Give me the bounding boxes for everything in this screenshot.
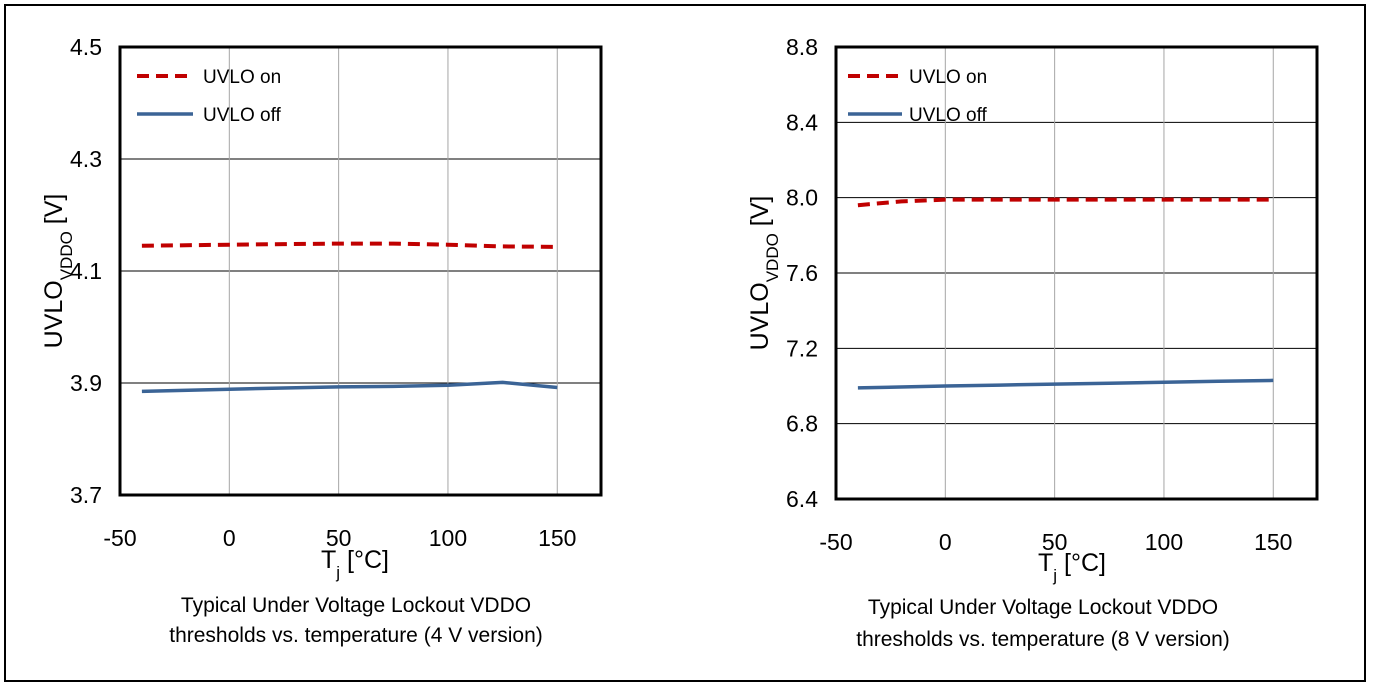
x-tick-label: 100: [429, 525, 467, 551]
x-tick-label: 0: [223, 525, 236, 551]
x-tick-label: 150: [538, 525, 576, 551]
series-line-uvlo-on: [141, 241, 558, 249]
x-tick-label: 150: [1254, 529, 1292, 555]
legend-label: UVLO off: [909, 105, 988, 126]
figure-frame: [4, 4, 1366, 682]
y-tick-label: 8.4: [786, 109, 818, 135]
y-axis-label: UVLOVDDO [V]: [746, 196, 782, 351]
x-tick-label: -50: [819, 529, 852, 555]
series-line-uvlo-on: [857, 197, 1274, 208]
series-line-uvlo-off: [857, 378, 1274, 390]
chart-caption-line-2: thresholds vs. temperature (4 V version): [169, 624, 543, 647]
x-axis-label: Tj [°C]: [1038, 549, 1106, 585]
x-tick-label: -50: [103, 525, 136, 551]
x-tick-label: 50: [1042, 529, 1068, 555]
chart-caption-line-1: Typical Under Voltage Lockout VDDO: [181, 594, 531, 617]
chart-caption-line-1: Typical Under Voltage Lockout VDDO: [868, 596, 1218, 619]
y-tick-label: 3.7: [70, 482, 102, 508]
y-tick-label: 4.1: [70, 258, 102, 284]
chart-caption-line-2: thresholds vs. temperature (8 V version): [856, 628, 1230, 651]
y-tick-label: 4.5: [70, 34, 102, 60]
y-tick-label: 6.8: [786, 411, 818, 437]
y-tick-label: 8.8: [786, 34, 818, 60]
y-tick-label: 4.3: [70, 146, 102, 172]
y-tick-label: 7.2: [786, 335, 818, 361]
x-tick-label: 100: [1145, 529, 1183, 555]
y-tick-label: 7.6: [786, 260, 818, 286]
legend-label: UVLO on: [909, 67, 987, 88]
x-tick-label: 50: [326, 525, 352, 551]
legend-label: UVLO off: [203, 105, 282, 126]
plot-area: [834, 45, 1319, 501]
plot-area: [118, 45, 603, 497]
y-tick-label: 8.0: [786, 185, 818, 211]
x-tick-label: 0: [939, 529, 952, 555]
x-axis-label: Tj [°C]: [321, 546, 389, 582]
chart-2: UVLO on UVLO off 6.4 6.8 7.2 7.6 8.0 8.4 8.8 -50 0…: [746, 34, 1319, 651]
y-tick-label: 6.4: [786, 486, 818, 512]
series-line-uvlo-off: [141, 380, 558, 394]
y-tick-label: 3.9: [70, 370, 102, 396]
y-axis-label: UVLOVDDO [V]: [40, 194, 76, 349]
chart-1: UVLO on UVLO off 3.7 3.9 4.1 4.3 4.5 -50 0 50 100 1…: [40, 34, 603, 647]
legend-label: UVLO on: [203, 67, 281, 88]
